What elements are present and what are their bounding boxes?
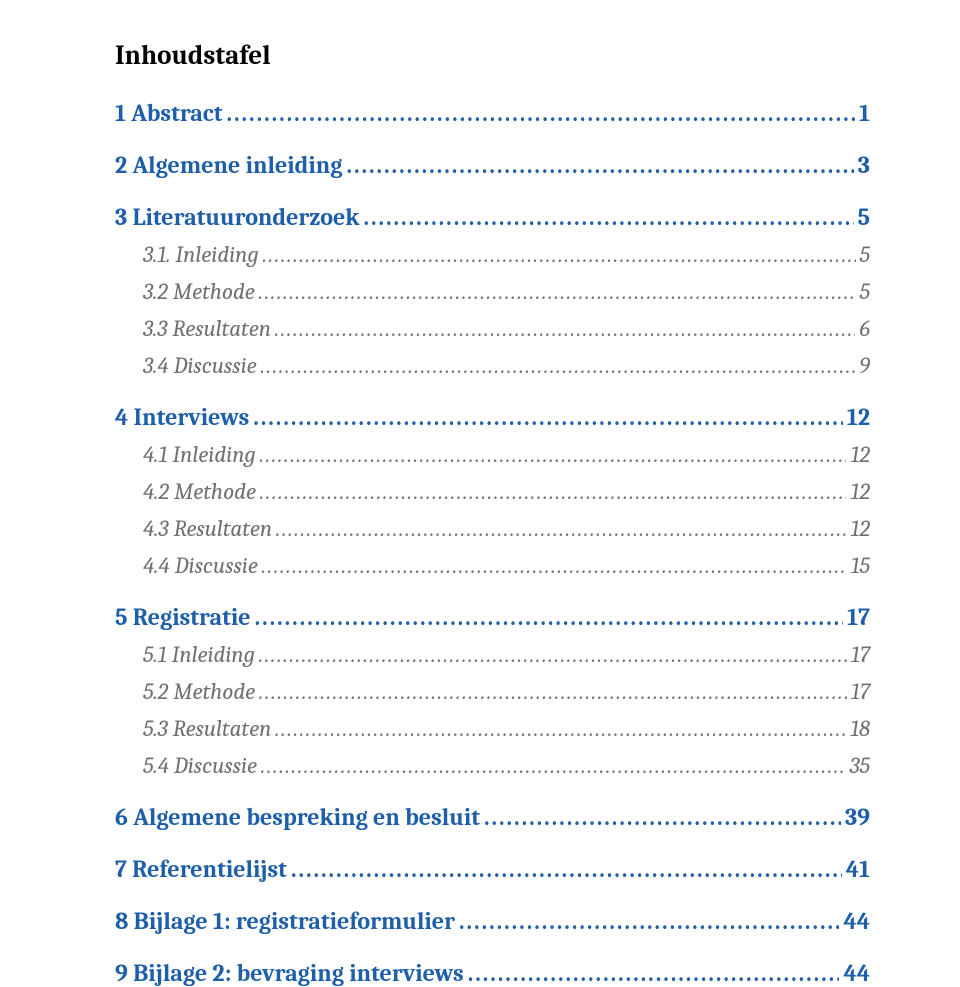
toc-leader-dots — [363, 203, 853, 231]
toc-leader-dots — [484, 803, 841, 831]
toc-label: 4.1 Inleiding — [143, 441, 256, 468]
toc-row: 9 Bijlage 2: bevraging interviews 44 — [115, 959, 870, 987]
toc-label: 1 Abstract — [115, 99, 222, 127]
toc-page-number: 44 — [843, 959, 870, 987]
toc-page-number: 5 — [860, 278, 870, 305]
toc-page-number: 12 — [850, 478, 870, 505]
toc-page-number: 39 — [845, 803, 870, 831]
toc-leader-dots — [259, 641, 847, 668]
toc-leader-dots — [260, 478, 846, 505]
toc-label: 4.3 Resultaten — [143, 515, 272, 542]
toc-page-number: 15 — [851, 552, 870, 579]
toc-row: 7 Referentielijst 41 — [115, 855, 870, 883]
toc-label: 3.2 Methode — [143, 278, 255, 305]
toc-label: 2 Algemene inleiding — [115, 151, 342, 179]
toc-leader-dots — [276, 515, 846, 542]
toc-row: 4.4 Discussie 15 — [115, 552, 870, 579]
toc-row: 4.1 Inleiding 12 — [115, 441, 870, 468]
toc-label: 4.2 Methode — [143, 478, 256, 505]
toc-leader-dots — [459, 907, 839, 935]
toc-leader-dots — [468, 959, 840, 987]
toc-page-number: 35 — [849, 752, 870, 779]
toc-page-number: 9 — [859, 352, 870, 379]
document-page: Inhoudstafel 1 Abstract 1 2 Algemene inlei… — [0, 0, 960, 839]
toc-label: 7 Referentielijst — [115, 855, 287, 883]
toc-row: 3.1. Inleiding 5 — [115, 241, 870, 268]
toc-label: 5.3 Resultaten — [143, 715, 271, 742]
toc-label: 3.1. Inleiding — [143, 241, 259, 268]
toc-page-number: 41 — [846, 855, 870, 883]
toc-page-number: 3 — [858, 151, 870, 179]
toc-label: 9 Bijlage 2: bevraging interviews — [115, 959, 464, 987]
toc-leader-dots — [261, 752, 845, 779]
toc-leader-dots — [263, 241, 856, 268]
toc-label: 6 Algemene bespreking en besluit — [115, 803, 480, 831]
toc-leader-dots — [261, 352, 856, 379]
toc-label: 3.4 Discussie — [143, 352, 257, 379]
toc-row: 5 Registratie 17 — [115, 603, 870, 631]
toc-page-number: 5 — [860, 241, 870, 268]
toc-page-number: 12 — [850, 441, 870, 468]
toc-label: 5.4 Discussie — [143, 752, 257, 779]
toc-row: 3 Literatuuronderzoek 5 — [115, 203, 870, 231]
toc-leader-dots — [226, 99, 855, 127]
toc-page-number: 17 — [851, 678, 870, 705]
toc-label: 4.4 Discussie — [143, 552, 258, 579]
toc-label: 3 Literatuuronderzoek — [115, 203, 359, 231]
toc-row: 3.2 Methode 5 — [115, 278, 870, 305]
toc-page-number: 18 — [850, 715, 870, 742]
toc-leader-dots — [275, 715, 846, 742]
toc-leader-dots — [253, 403, 843, 431]
toc-page-number: 17 — [851, 641, 870, 668]
toc-leader-dots — [291, 855, 842, 883]
toc-page-number: 12 — [850, 515, 870, 542]
toc-label: 5 Registratie — [115, 603, 251, 631]
toc-row: 3.4 Discussie 9 — [115, 352, 870, 379]
toc-row: 4.2 Methode 12 — [115, 478, 870, 505]
toc-row: 5.3 Resultaten 18 — [115, 715, 870, 742]
toc-row: 5.1 Inleiding 17 — [115, 641, 870, 668]
page-title: Inhoudstafel — [115, 40, 870, 71]
toc-row: 5.4 Discussie 35 — [115, 752, 870, 779]
toc-label: 8 Bijlage 1: registratieformulier — [115, 907, 455, 935]
toc-label: 5.1 Inleiding — [143, 641, 255, 668]
toc-row: 2 Algemene inleiding 3 — [115, 151, 870, 179]
toc-page-number: 1 — [859, 99, 870, 127]
toc-page-number: 6 — [859, 315, 870, 342]
toc-page-number: 5 — [858, 203, 870, 231]
toc-label: 4 Interviews — [115, 403, 249, 431]
toc-leader-dots — [255, 603, 844, 631]
toc-row: 3.3 Resultaten 6 — [115, 315, 870, 342]
table-of-contents: 1 Abstract 1 2 Algemene inleiding 3 3 Litera… — [115, 99, 870, 987]
toc-leader-dots — [275, 315, 855, 342]
toc-leader-dots — [346, 151, 853, 179]
toc-page-number: 44 — [843, 907, 870, 935]
toc-page-number: 12 — [847, 403, 870, 431]
toc-leader-dots — [259, 278, 856, 305]
toc-row: 4.3 Resultaten 12 — [115, 515, 870, 542]
toc-leader-dots — [262, 552, 847, 579]
toc-row: 8 Bijlage 1: registratieformulier 44 — [115, 907, 870, 935]
toc-page-number: 17 — [847, 603, 870, 631]
toc-leader-dots — [259, 678, 847, 705]
toc-row: 1 Abstract 1 — [115, 99, 870, 127]
toc-label: 3.3 Resultaten — [143, 315, 271, 342]
toc-row: 6 Algemene bespreking en besluit 39 — [115, 803, 870, 831]
toc-row: 5.2 Methode 17 — [115, 678, 870, 705]
toc-leader-dots — [260, 441, 847, 468]
toc-row: 4 Interviews 12 — [115, 403, 870, 431]
toc-label: 5.2 Methode — [143, 678, 255, 705]
